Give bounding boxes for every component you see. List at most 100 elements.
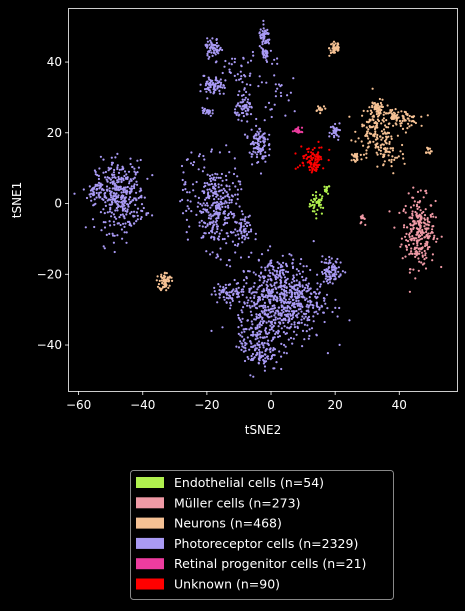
data-point xyxy=(264,160,267,163)
data-point xyxy=(156,275,159,278)
data-point xyxy=(157,283,161,286)
data-point xyxy=(119,223,122,227)
data-point xyxy=(262,344,265,347)
data-point xyxy=(374,143,377,147)
data-point xyxy=(183,183,186,186)
data-point xyxy=(207,57,210,60)
data-point xyxy=(245,282,248,285)
data-point xyxy=(261,316,264,319)
data-point xyxy=(219,176,222,179)
data-point xyxy=(117,175,120,179)
data-point xyxy=(225,191,228,194)
data-point xyxy=(280,309,283,312)
data-point xyxy=(350,159,353,162)
data-point xyxy=(240,221,243,225)
data-point xyxy=(420,233,424,236)
data-point xyxy=(231,297,234,300)
data-point xyxy=(250,153,253,156)
series-2 xyxy=(155,40,433,292)
data-point xyxy=(229,296,232,299)
data-point xyxy=(269,49,272,52)
data-point xyxy=(308,166,311,169)
data-point xyxy=(182,171,185,174)
series-4 xyxy=(291,126,304,134)
data-point xyxy=(116,164,119,167)
data-point xyxy=(213,286,216,289)
data-point xyxy=(274,318,277,321)
data-point xyxy=(309,303,312,306)
data-point xyxy=(163,285,166,289)
data-point xyxy=(258,359,261,362)
legend-swatch xyxy=(136,558,164,570)
data-point xyxy=(204,226,207,229)
data-point xyxy=(249,72,252,75)
series-3 xyxy=(73,19,351,378)
data-point xyxy=(261,30,264,33)
data-point xyxy=(232,288,235,291)
data-point xyxy=(307,315,311,318)
data-point xyxy=(280,313,283,316)
data-point xyxy=(408,253,411,256)
data-point xyxy=(417,257,420,260)
data-point xyxy=(320,158,323,161)
data-point xyxy=(113,184,116,187)
data-point xyxy=(225,185,228,188)
data-point xyxy=(265,287,268,290)
data-point xyxy=(256,288,259,291)
data-point xyxy=(214,43,217,47)
data-point xyxy=(276,291,279,294)
data-point xyxy=(271,338,275,341)
data-point xyxy=(158,279,161,282)
data-point xyxy=(205,87,208,90)
data-point xyxy=(246,136,249,139)
data-point xyxy=(263,365,267,368)
data-point xyxy=(132,185,136,188)
data-point xyxy=(371,87,374,90)
data-point xyxy=(271,323,274,326)
data-point xyxy=(253,291,257,294)
data-point xyxy=(93,203,96,206)
data-point xyxy=(290,295,294,298)
data-point xyxy=(427,224,430,227)
data-point xyxy=(219,189,222,192)
data-point xyxy=(253,137,256,140)
data-point xyxy=(277,266,280,270)
data-point xyxy=(267,263,270,266)
data-point xyxy=(235,113,238,116)
data-point xyxy=(263,37,266,40)
data-point xyxy=(280,367,283,371)
data-point xyxy=(403,162,406,165)
data-point xyxy=(229,265,232,268)
data-point xyxy=(314,159,317,162)
data-point xyxy=(259,298,262,301)
data-point xyxy=(339,261,342,264)
data-point xyxy=(388,142,391,145)
data-point xyxy=(251,140,255,143)
data-point xyxy=(160,273,163,276)
data-point xyxy=(206,54,209,57)
data-point xyxy=(130,179,133,182)
data-point xyxy=(113,168,116,172)
data-point xyxy=(103,247,106,250)
data-point xyxy=(116,181,119,184)
data-point xyxy=(114,188,117,191)
data-point xyxy=(376,115,380,118)
data-point xyxy=(375,108,378,111)
data-point xyxy=(281,265,284,268)
data-point xyxy=(294,288,297,291)
data-point xyxy=(101,197,104,201)
data-point xyxy=(279,322,282,325)
data-point xyxy=(306,300,310,303)
data-point xyxy=(311,200,314,203)
data-point xyxy=(184,181,187,184)
data-point xyxy=(335,129,338,132)
data-point xyxy=(113,250,116,254)
data-point xyxy=(216,211,220,214)
data-point xyxy=(109,224,112,227)
data-point xyxy=(114,176,117,179)
data-point xyxy=(234,228,237,231)
data-point xyxy=(424,208,427,211)
data-point xyxy=(423,225,426,228)
data-point xyxy=(158,287,161,290)
data-point xyxy=(263,132,266,135)
